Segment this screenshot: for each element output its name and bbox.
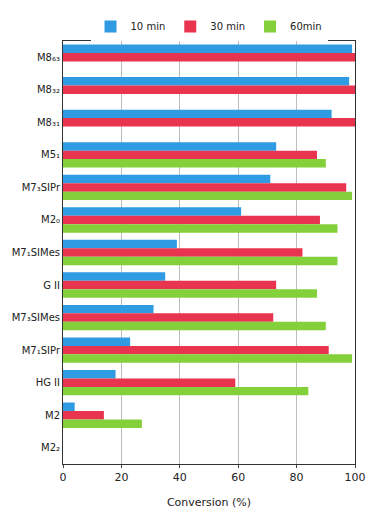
svg-text:M7₁SIMes: M7₁SIMes (12, 247, 60, 258)
svg-text:M8₆₃: M8₆₃ (37, 52, 60, 63)
svg-text:M2: M2 (45, 410, 60, 421)
svg-text:60min: 60min (290, 21, 322, 32)
svg-text:100: 100 (345, 471, 366, 484)
svg-text:M5₁: M5₁ (41, 149, 60, 160)
svg-text:Conversion (%): Conversion (%) (167, 496, 251, 509)
svg-text:40: 40 (173, 471, 187, 484)
svg-text:M2₀: M2₀ (41, 214, 60, 225)
svg-text:G II: G II (43, 280, 60, 291)
svg-text:0: 0 (60, 471, 67, 484)
svg-text:M8₃₂: M8₃₂ (37, 84, 60, 95)
svg-text:M8₃₁: M8₃₁ (37, 117, 60, 128)
svg-text:10 min: 10 min (131, 21, 166, 32)
svg-text:M7₁SIPr: M7₁SIPr (22, 345, 61, 356)
svg-text:30 min: 30 min (210, 21, 245, 32)
svg-text:M7₃SIMes: M7₃SIMes (12, 312, 60, 323)
svg-text:HG II: HG II (36, 377, 60, 388)
svg-text:20: 20 (114, 471, 128, 484)
svg-text:M7₃SIPr: M7₃SIPr (22, 182, 61, 193)
svg-text:M2₂: M2₂ (41, 442, 60, 453)
svg-text:80: 80 (290, 471, 304, 484)
svg-text:60: 60 (231, 471, 245, 484)
